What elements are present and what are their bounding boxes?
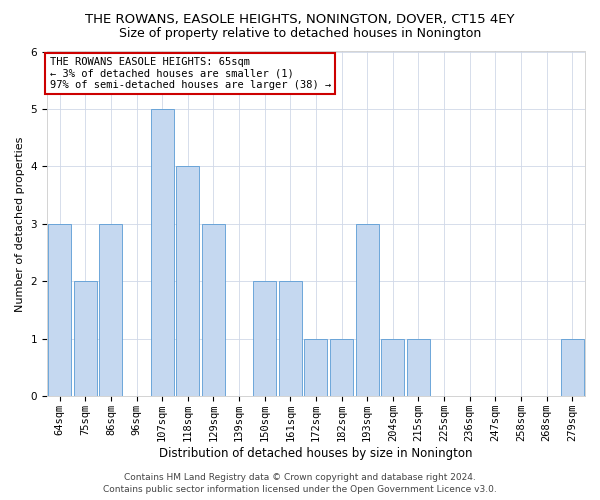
Bar (176, 166, 199, 396)
Bar (100, 224, 122, 396)
Text: Size of property relative to detached houses in Nonington: Size of property relative to detached ho… (119, 28, 481, 40)
Y-axis label: Number of detached properties: Number of detached properties (15, 136, 25, 312)
Bar (48, 224, 71, 396)
Bar (356, 224, 379, 396)
Bar (381, 339, 404, 396)
X-axis label: Distribution of detached houses by size in Nonington: Distribution of detached houses by size … (159, 447, 473, 460)
Bar (151, 109, 174, 397)
Text: THE ROWANS EASOLE HEIGHTS: 65sqm
← 3% of detached houses are smaller (1)
97% of : THE ROWANS EASOLE HEIGHTS: 65sqm ← 3% of… (50, 56, 331, 90)
Bar (202, 224, 225, 396)
Bar (304, 339, 328, 396)
Bar (279, 282, 302, 397)
Bar (407, 339, 430, 396)
Bar (74, 282, 97, 397)
Text: THE ROWANS, EASOLE HEIGHTS, NONINGTON, DOVER, CT15 4EY: THE ROWANS, EASOLE HEIGHTS, NONINGTON, D… (85, 12, 515, 26)
Bar (330, 339, 353, 396)
Bar (560, 339, 584, 396)
Bar (253, 282, 276, 397)
Text: Contains HM Land Registry data © Crown copyright and database right 2024.
Contai: Contains HM Land Registry data © Crown c… (103, 472, 497, 494)
